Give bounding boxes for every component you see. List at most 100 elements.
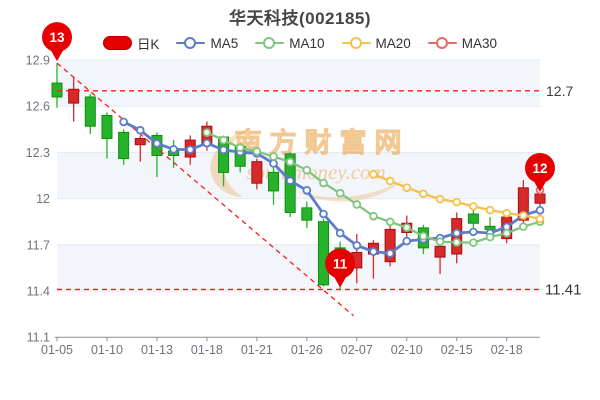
- candle-01-05: [51, 63, 63, 108]
- ma5-marker: [385, 249, 395, 258]
- ma10-marker: [369, 211, 378, 221]
- candle-body: [384, 228, 396, 263]
- ma20-marker: [519, 211, 528, 220]
- price-labels: 12.7 11.41: [545, 83, 581, 299]
- x-tick-label: 01-13: [141, 343, 173, 357]
- ma20-marker: [452, 197, 462, 207]
- x-tick-label: 02-10: [391, 343, 423, 357]
- ma10-line: [202, 128, 545, 247]
- legend-item-ma5[interactable]: MA5: [176, 36, 238, 51]
- band: [57, 152, 540, 199]
- candle-01-24: [268, 167, 280, 205]
- ma5-marker: [302, 185, 312, 195]
- ma10-marker: [269, 152, 278, 161]
- y-tick-label: 12.9: [26, 54, 50, 68]
- candle-body: [251, 161, 263, 184]
- ma5-marker: [335, 228, 345, 238]
- ma5-marker: [285, 176, 295, 186]
- pin-label: 12: [532, 161, 547, 176]
- ma5-line: [119, 117, 545, 258]
- ma5-marker: [319, 209, 328, 219]
- candle-01-27: [317, 218, 329, 287]
- legend-item-ma10[interactable]: MA10: [255, 35, 325, 51]
- candle-body: [51, 82, 63, 98]
- x-tick-label: 02-18: [491, 343, 523, 357]
- ma10-marker: [469, 238, 478, 247]
- ma5-marker: [135, 125, 145, 135]
- x-tick-label: 01-21: [241, 343, 273, 357]
- ma20-marker: [469, 202, 478, 211]
- pin-label: 11: [333, 256, 348, 271]
- ma10-marker: [485, 232, 495, 242]
- ma5-marker: [402, 236, 412, 246]
- ma10-marker: [285, 157, 295, 167]
- legend-label: 日K: [136, 37, 160, 52]
- ma5-marker: [535, 206, 545, 215]
- candle-body: [134, 138, 146, 146]
- ma10-marker: [352, 200, 362, 209]
- ma20-marker: [502, 208, 511, 218]
- candle-body: [84, 96, 96, 127]
- ma5-marker: [469, 227, 478, 237]
- x-tick-label: 02-15: [441, 343, 473, 357]
- legend-label: MA5: [210, 35, 239, 51]
- y-tick-label: 11.1: [27, 331, 50, 345]
- candle-01-26: [301, 201, 313, 228]
- ma10-marker: [402, 223, 412, 232]
- candle-02-16: [467, 209, 479, 228]
- ma5-marker: [119, 117, 128, 127]
- candle-body: [301, 207, 313, 221]
- ma20-marker: [419, 189, 428, 199]
- pin-marker-13: 13: [42, 22, 72, 62]
- pin-marker-12: 12: [525, 152, 555, 192]
- y-tick-label: 12.6: [26, 100, 50, 114]
- ma20-marker: [402, 183, 412, 192]
- ma5-marker: [152, 139, 162, 148]
- ma10-marker: [235, 143, 245, 153]
- x-tick-label: 01-26: [291, 343, 323, 357]
- y-tick-label: 12.3: [26, 146, 50, 160]
- candle-01-07: [84, 93, 96, 134]
- legend-label: MA30: [461, 35, 498, 51]
- ma20-marker: [435, 194, 445, 204]
- ma10-marker: [519, 222, 528, 231]
- band: [57, 60, 540, 107]
- candle-body: [317, 221, 329, 286]
- candle-01-12: [134, 135, 146, 162]
- ma10-marker: [335, 188, 345, 198]
- legend-item-ma30[interactable]: MA30: [427, 35, 498, 51]
- x-tick-label: 01-10: [91, 343, 123, 357]
- ma5-marker: [352, 241, 362, 250]
- y-tick-label: 11.4: [27, 285, 50, 299]
- x-tick-label: 02-07: [341, 343, 373, 357]
- candle-body: [118, 131, 130, 160]
- legend-label: MA10: [289, 35, 325, 51]
- x-tick-label: 01-18: [191, 343, 223, 357]
- ma10-marker: [202, 128, 212, 137]
- candle-body: [434, 245, 446, 258]
- ma5-legend-swatch: [176, 36, 206, 50]
- ma5-marker: [202, 138, 212, 148]
- pin-balloon: [525, 152, 555, 183]
- candle-body: [101, 114, 113, 140]
- pin-balloon: [325, 248, 356, 279]
- ma10-marker: [385, 217, 395, 227]
- ma10-legend-swatch: [255, 36, 285, 50]
- watermark-swoosh-tail: [298, 180, 403, 202]
- ma10-marker: [252, 147, 262, 156]
- candle-body: [534, 193, 546, 204]
- trend-line: [56, 62, 354, 317]
- y-axis: 12.9 12.6 12.3 12 11.7 11.4 11.1: [26, 54, 50, 345]
- chart-title: 华天科技(002185): [228, 9, 372, 28]
- pin-marker-11: 11: [325, 248, 356, 288]
- candle-body: [68, 88, 80, 104]
- candle-01-11: [118, 129, 130, 165]
- ma20-line: [369, 170, 545, 224]
- ma10-marker: [502, 228, 511, 238]
- legend-item-ma20[interactable]: MA20: [341, 36, 411, 51]
- ma10-marker: [419, 231, 428, 241]
- pin-label: 13: [49, 30, 65, 45]
- legend-item-日k[interactable]: 日K: [102, 33, 160, 53]
- resistance-price-label: 12.7: [546, 83, 573, 99]
- ma30-legend-swatch: [427, 36, 457, 50]
